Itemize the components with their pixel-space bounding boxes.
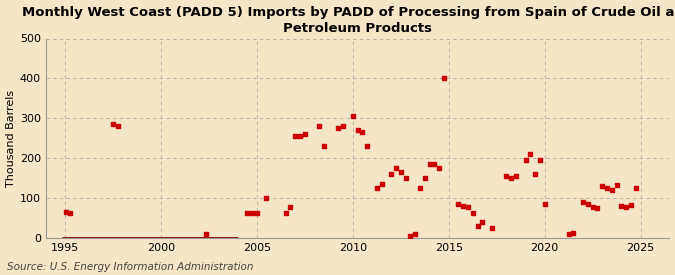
Point <box>563 232 574 236</box>
Point <box>246 211 257 216</box>
Y-axis label: Thousand Barrels: Thousand Barrels <box>5 90 16 187</box>
Point <box>525 152 536 156</box>
Title: Monthly West Coast (PADD 5) Imports by PADD of Processing from Spain of Crude Oi: Monthly West Coast (PADD 5) Imports by P… <box>22 6 675 35</box>
Point <box>385 172 396 177</box>
Point <box>462 205 473 209</box>
Point <box>352 128 363 133</box>
Point <box>616 204 627 208</box>
Point <box>626 203 637 208</box>
Point <box>261 196 272 200</box>
Point <box>597 184 608 188</box>
Point <box>61 210 72 214</box>
Point <box>587 205 598 209</box>
Point <box>487 226 497 230</box>
Point <box>539 202 550 206</box>
Point <box>357 130 368 134</box>
Point <box>294 134 305 139</box>
Point <box>583 202 593 206</box>
Point <box>300 132 310 136</box>
Point <box>578 200 589 204</box>
Point <box>333 126 344 131</box>
Point <box>319 144 329 148</box>
Point <box>405 234 416 238</box>
Point <box>400 176 411 180</box>
Point <box>396 170 406 174</box>
Point <box>434 166 445 170</box>
Point <box>453 202 464 206</box>
Point <box>467 211 478 216</box>
Point <box>64 211 75 216</box>
Point <box>376 182 387 186</box>
Point <box>612 183 622 188</box>
Point <box>510 174 521 178</box>
Point <box>592 206 603 210</box>
Point <box>477 220 488 224</box>
Point <box>472 224 483 228</box>
Point <box>290 134 300 139</box>
Point <box>530 172 541 177</box>
Point <box>630 186 641 190</box>
Point <box>535 158 545 163</box>
Point <box>621 205 632 209</box>
Point <box>439 76 450 81</box>
Point <box>200 232 211 236</box>
Point <box>285 205 296 209</box>
Point <box>242 211 252 216</box>
Point <box>458 204 468 208</box>
Point <box>362 144 373 148</box>
Point <box>606 188 617 192</box>
Point <box>568 231 579 235</box>
Point <box>112 124 123 128</box>
Point <box>338 124 348 128</box>
Point <box>520 158 531 163</box>
Point <box>419 176 430 180</box>
Point <box>280 211 291 216</box>
Point <box>314 124 325 128</box>
Point <box>414 186 425 190</box>
Point <box>391 166 402 170</box>
Point <box>371 186 382 190</box>
Point <box>506 176 516 180</box>
Point <box>601 186 612 190</box>
Point <box>348 114 358 119</box>
Point <box>424 162 435 166</box>
Point <box>251 211 262 216</box>
Point <box>107 122 118 127</box>
Point <box>410 232 421 236</box>
Text: Source: U.S. Energy Information Administration: Source: U.S. Energy Information Administ… <box>7 262 253 272</box>
Point <box>429 162 439 166</box>
Point <box>501 174 512 178</box>
